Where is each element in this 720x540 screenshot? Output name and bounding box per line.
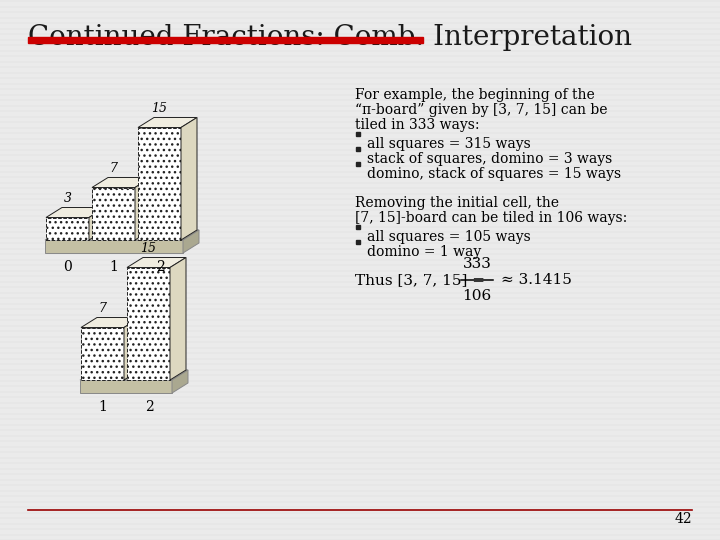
Text: 0: 0: [63, 260, 73, 274]
Text: ≈ 3.1415: ≈ 3.1415: [501, 273, 572, 287]
Polygon shape: [89, 207, 105, 240]
Bar: [138, 127, 181, 240]
Polygon shape: [124, 318, 140, 380]
Text: 2: 2: [145, 400, 153, 414]
Text: [7, 15]-board can be tiled in 106 ways:: [7, 15]-board can be tiled in 106 ways:: [355, 211, 627, 225]
Polygon shape: [80, 370, 188, 380]
Text: 3: 3: [63, 192, 71, 206]
Text: all squares = 105 ways: all squares = 105 ways: [367, 230, 531, 244]
Polygon shape: [183, 230, 199, 253]
Text: 106: 106: [462, 289, 492, 303]
Polygon shape: [170, 258, 186, 380]
Polygon shape: [46, 207, 105, 218]
Polygon shape: [127, 258, 186, 267]
Text: 333: 333: [462, 257, 492, 271]
Text: 1: 1: [99, 400, 107, 414]
Polygon shape: [181, 118, 197, 240]
Polygon shape: [80, 380, 172, 393]
Text: 2: 2: [156, 260, 164, 274]
Polygon shape: [135, 178, 151, 240]
Text: stack of squares, domino = 3 ways: stack of squares, domino = 3 ways: [367, 152, 612, 166]
Bar: [92, 187, 135, 240]
Text: Removing the initial cell, the: Removing the initial cell, the: [355, 196, 559, 210]
Text: “π-board” given by [3, 7, 15] can be: “π-board” given by [3, 7, 15] can be: [355, 103, 608, 117]
Bar: [46, 218, 89, 240]
Polygon shape: [172, 370, 188, 393]
Text: 1: 1: [109, 260, 118, 274]
Polygon shape: [92, 178, 151, 187]
Polygon shape: [45, 230, 199, 240]
Text: 42: 42: [675, 512, 692, 526]
Bar: [127, 267, 170, 380]
Text: 7: 7: [99, 302, 107, 315]
Text: domino = 1 way: domino = 1 way: [367, 245, 481, 259]
Polygon shape: [45, 240, 183, 253]
Text: Continued Fractions: Comb. Interpretation: Continued Fractions: Comb. Interpretatio…: [28, 24, 632, 51]
Text: 15: 15: [151, 103, 168, 116]
Text: 15: 15: [140, 242, 156, 255]
Text: 7: 7: [109, 163, 117, 176]
Polygon shape: [81, 318, 140, 327]
Text: all squares = 315 ways: all squares = 315 ways: [367, 137, 531, 151]
Bar: [28, 37, 423, 43]
Text: Thus [3, 7, 15] =: Thus [3, 7, 15] =: [355, 273, 490, 287]
Text: domino, stack of squares = 15 ways: domino, stack of squares = 15 ways: [367, 167, 621, 181]
Polygon shape: [138, 118, 197, 127]
Bar: [81, 327, 124, 380]
Text: tiled in 333 ways:: tiled in 333 ways:: [355, 118, 480, 132]
Text: For example, the beginning of the: For example, the beginning of the: [355, 88, 595, 102]
